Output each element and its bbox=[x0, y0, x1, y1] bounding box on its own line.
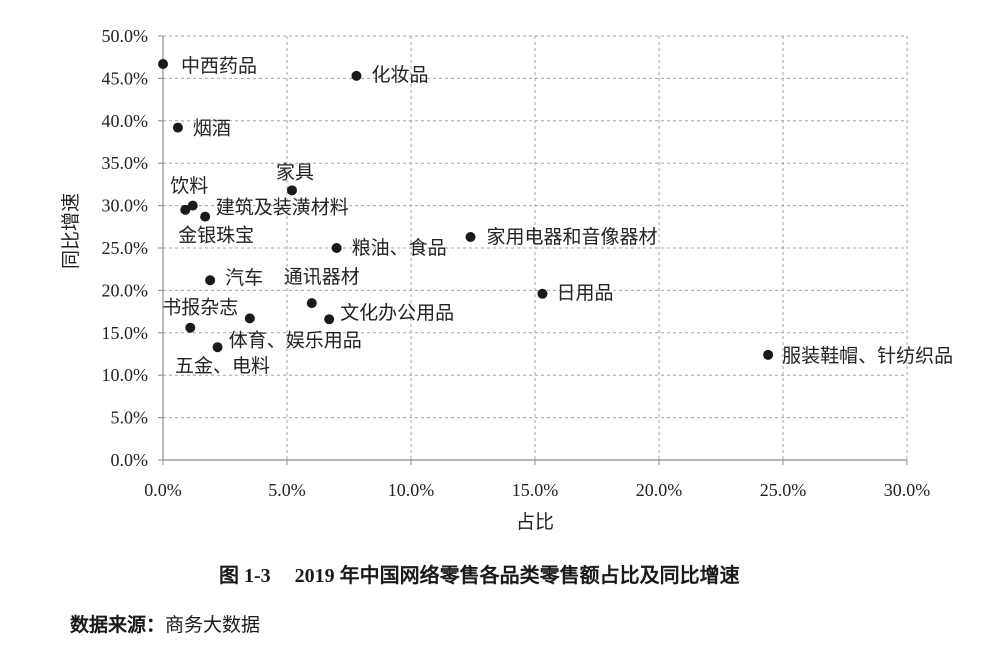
data-point bbox=[351, 70, 362, 81]
y-tick-label: 30.0% bbox=[102, 196, 149, 216]
source-text: 商务大数据 bbox=[165, 615, 261, 636]
source-label: 数据来源： bbox=[70, 615, 166, 636]
y-tick-label: 5.0% bbox=[111, 408, 149, 428]
point-label: 家具 bbox=[276, 161, 314, 183]
axes bbox=[158, 35, 908, 465]
data-point bbox=[324, 314, 335, 325]
point-label: 书报杂志 bbox=[162, 297, 238, 319]
data-point bbox=[286, 185, 297, 196]
scatter-chart: 0.0% 5.0% 10.0% 15.0% 20.0% 25.0% 30.0% 35.0% 40… bbox=[60, 26, 953, 533]
y-tick-label: 50.0% bbox=[102, 26, 149, 46]
data-points bbox=[158, 58, 774, 360]
figure-caption: 图 1-3 2019 年中国网络零售各品类零售额占比及同比增速 bbox=[219, 561, 740, 591]
point-label: 通讯器材 bbox=[284, 266, 360, 288]
x-tick-label: 15.0% bbox=[512, 480, 559, 500]
y-tick-label: 0.0% bbox=[111, 450, 149, 470]
data-point bbox=[187, 200, 198, 211]
x-tick-label: 0.0% bbox=[144, 480, 182, 500]
x-axis-title: 占比 bbox=[516, 511, 554, 533]
data-point bbox=[331, 243, 342, 253]
data-source: 数据来源：商务大数据 bbox=[70, 611, 260, 641]
y-tick-label: 40.0% bbox=[102, 111, 149, 131]
point-label: 粮油、食品 bbox=[352, 237, 447, 259]
tick-labels: 0.0% 5.0% 10.0% 15.0% 20.0% 25.0% 30.0% 35.0% 40… bbox=[102, 26, 931, 500]
data-point bbox=[763, 349, 774, 360]
chart-title: 2019 年中国网络零售各品类零售额占比及同比增速 bbox=[294, 565, 740, 587]
x-tick-label: 5.0% bbox=[268, 480, 306, 500]
point-label: 饮料 bbox=[170, 175, 208, 197]
data-point bbox=[244, 313, 255, 324]
data-point bbox=[172, 122, 183, 133]
x-tick-label: 10.0% bbox=[388, 480, 435, 500]
point-label: 烟酒 bbox=[193, 118, 231, 140]
point-label: 建筑及装潢材料 bbox=[216, 197, 349, 219]
y-tick-label: 25.0% bbox=[102, 238, 149, 258]
data-point bbox=[205, 275, 216, 286]
grid bbox=[163, 35, 908, 460]
point-label: 汽车 bbox=[225, 267, 263, 289]
point-label: 中西药品 bbox=[181, 55, 257, 77]
y-axis-title: 同比增速 bbox=[60, 193, 82, 269]
data-point bbox=[185, 322, 196, 333]
data-point bbox=[465, 231, 476, 242]
data-point bbox=[200, 211, 211, 222]
figure-number: 图 1-3 bbox=[219, 565, 271, 587]
point-label: 金银珠宝 bbox=[178, 225, 254, 247]
point-label: 体育、娱乐用品 bbox=[229, 329, 362, 351]
point-label: 日用品 bbox=[556, 282, 613, 304]
x-tick-label: 25.0% bbox=[760, 480, 807, 500]
data-point bbox=[180, 204, 191, 215]
data-point bbox=[537, 288, 548, 299]
point-label: 服装鞋帽、针纺织品 bbox=[782, 345, 953, 367]
point-label: 文化办公用品 bbox=[340, 302, 454, 324]
point-label: 化妆品 bbox=[371, 64, 428, 86]
data-point bbox=[306, 298, 317, 309]
y-tick-label: 15.0% bbox=[102, 323, 149, 343]
x-tick-label: 30.0% bbox=[884, 480, 931, 500]
y-tick-label: 45.0% bbox=[102, 68, 149, 88]
y-tick-label: 10.0% bbox=[102, 365, 149, 385]
y-tick-label: 35.0% bbox=[102, 153, 149, 173]
point-label: 家用电器和音像器材 bbox=[487, 226, 658, 248]
data-point bbox=[212, 342, 223, 353]
point-label: 五金、电料 bbox=[175, 355, 270, 377]
data-point bbox=[158, 58, 168, 69]
y-tick-label: 20.0% bbox=[102, 280, 149, 300]
x-tick-label: 20.0% bbox=[636, 480, 683, 500]
